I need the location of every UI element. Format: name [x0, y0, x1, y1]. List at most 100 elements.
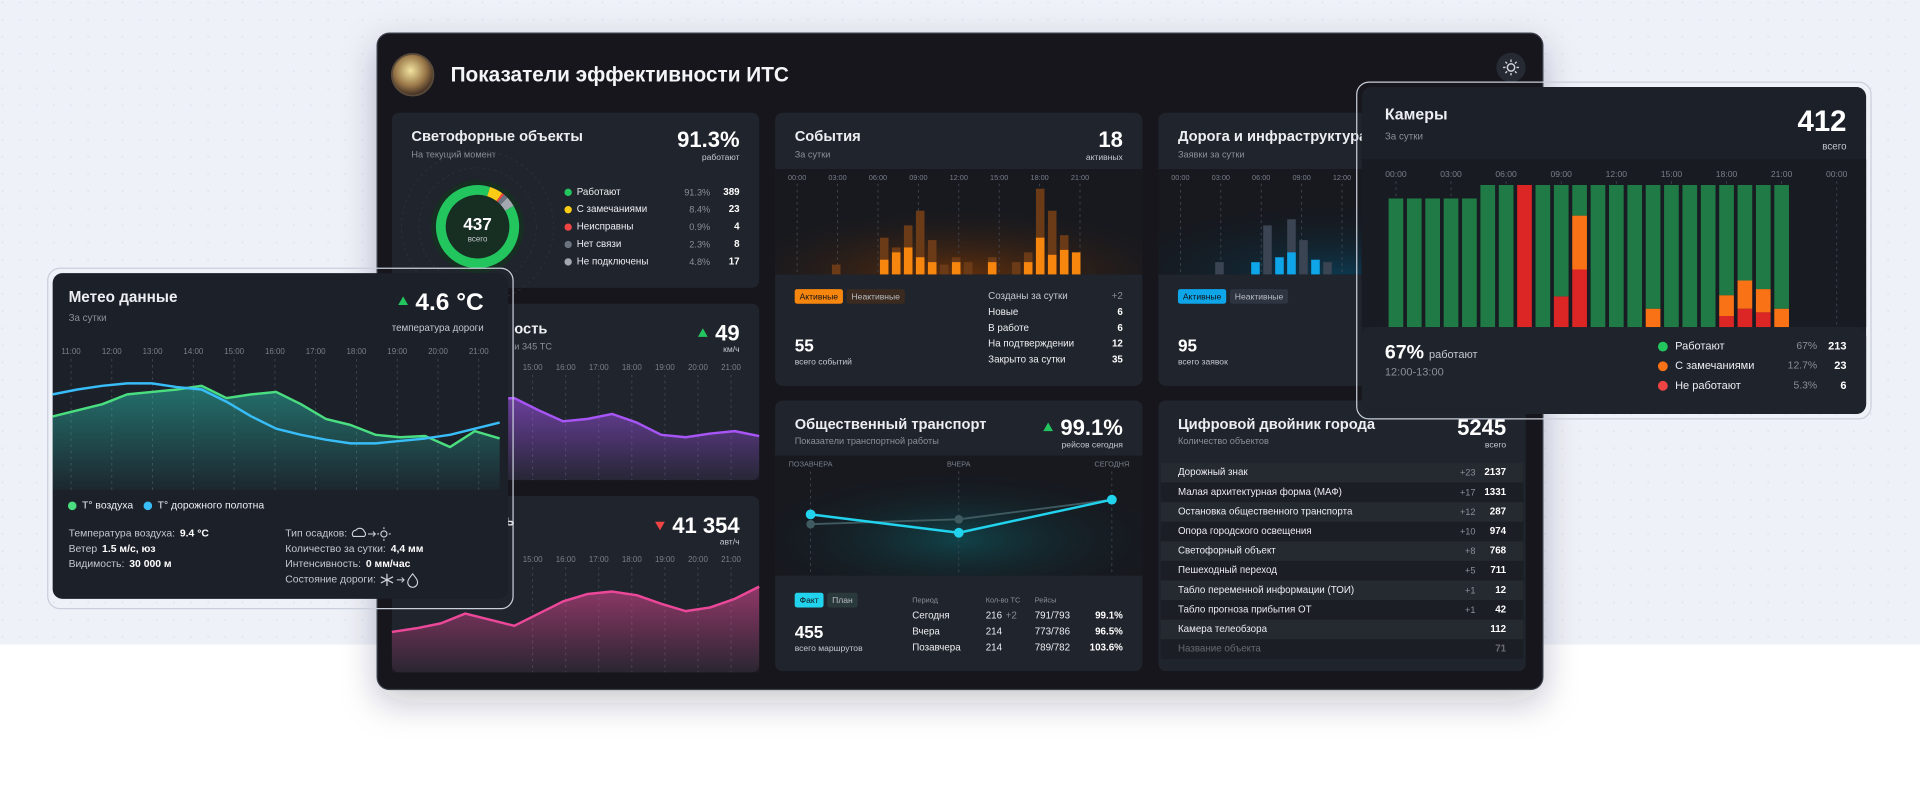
bar: [1059, 249, 1069, 275]
row-name: Название объекта: [1178, 644, 1261, 655]
x-tick-label: ПОЗАВЧЕРА: [789, 460, 833, 469]
bar: [915, 257, 925, 275]
cloud-icon: [351, 527, 367, 537]
bar-segment: [1572, 269, 1587, 328]
legend-name: T° дорожного полотна: [158, 500, 265, 511]
bar: [1311, 259, 1320, 275]
stat-value: 35: [1112, 355, 1123, 366]
legend-dot: [564, 223, 572, 231]
drop-icon: [407, 572, 419, 588]
kpi-caption: всего: [1485, 440, 1506, 450]
panel-title: Дорога и инфраструктура: [1178, 129, 1368, 145]
donut-total: 437: [463, 214, 492, 234]
kpi-caption: рейсов сегодня: [1062, 440, 1124, 450]
legend-percent: 0.9%: [689, 222, 710, 232]
row-count: 12: [1495, 585, 1506, 596]
stat-label: На подтверждении: [988, 339, 1074, 350]
x-tick-label: 21:00: [469, 347, 489, 356]
x-tick-label: 15:00: [990, 173, 1008, 182]
x-tick-label: 12:00: [1333, 173, 1351, 182]
legend-percent: 91.3%: [684, 187, 710, 197]
legend-dot: [143, 501, 153, 511]
detail-label: Температура воздуха:: [69, 528, 175, 539]
bar: [1035, 237, 1045, 275]
legend-percent: 2.3%: [689, 240, 710, 250]
bar: [879, 259, 889, 275]
x-tick-label: 18:00: [622, 555, 642, 564]
point: [806, 519, 815, 529]
point: [1106, 494, 1117, 505]
bar: [891, 252, 901, 275]
x-tick-label: 18:00: [1030, 173, 1048, 182]
bar-segment: [1498, 185, 1514, 328]
overlay-frame: [1356, 81, 1872, 420]
theme-toggle[interactable]: [1496, 52, 1526, 83]
bar-segment: [1774, 308, 1789, 328]
row-delta: +17: [1460, 487, 1476, 497]
bar-segment: [1755, 312, 1771, 328]
row-count: 974: [1490, 526, 1507, 537]
bar: [1287, 219, 1296, 275]
bar-segment: [1719, 185, 1734, 296]
row-bg: [1160, 619, 1524, 640]
x-tick-label: 12:00: [950, 173, 968, 182]
legend-tag: Активные: [800, 291, 839, 301]
bar-segment: [1572, 185, 1587, 216]
kpi-caption: работают: [702, 152, 740, 162]
x-tick-label: 15:00: [1661, 169, 1683, 179]
bar-segment: [1719, 316, 1734, 328]
table-header: Кол-во ТС: [986, 596, 1021, 605]
legend-tag-bg: [794, 592, 824, 608]
bar: [903, 247, 913, 275]
legend-percent: 8.4%: [689, 205, 710, 215]
row-bg: [1160, 541, 1524, 561]
trend-up: [697, 328, 708, 337]
bar-segment: [1535, 185, 1551, 328]
bar-segment: [1664, 185, 1679, 328]
toggle-bg[interactable]: [1496, 52, 1526, 83]
legend-name: Неисправны: [577, 222, 634, 233]
table-cell: 103.6%: [1090, 642, 1123, 653]
legend-name: Нет связи: [577, 239, 622, 250]
row-name: Остановка общественного транспорта: [1178, 506, 1353, 517]
row-count: 1331: [1484, 487, 1506, 498]
share-value: 67%: [1385, 342, 1424, 364]
bar: [1299, 240, 1308, 275]
row-count: 287: [1490, 506, 1507, 517]
x-tick-label: 06:00: [869, 173, 887, 182]
x-tick-label: СЕГОДНЯ: [1094, 460, 1129, 469]
point: [953, 527, 964, 538]
table-cell: 99.1%: [1095, 611, 1123, 622]
stat-label: Созданы за сутки: [988, 291, 1068, 302]
legend-dot: [1657, 341, 1668, 352]
legend-tag-bg: [1177, 289, 1227, 304]
legend-tag-bg: [846, 289, 905, 304]
stat-value: +2: [1112, 291, 1123, 302]
sun-icon[interactable]: [1506, 63, 1516, 72]
row-name: Опора городского освещения: [1178, 526, 1312, 537]
bar: [1047, 254, 1057, 275]
bar: [1011, 262, 1021, 275]
x-tick-label: 09:00: [1292, 173, 1310, 182]
legend-dot: [564, 188, 572, 197]
x-tick-label: 13:00: [143, 347, 163, 356]
x-tick-label: 15:00: [224, 347, 244, 356]
kpi-value: 99.1%: [1060, 415, 1123, 440]
panel-title: Цифровой двойник города: [1178, 417, 1376, 433]
share-caption: работают: [1429, 349, 1478, 361]
snow-icon: [380, 573, 394, 587]
bar-segment: [1719, 295, 1734, 317]
legend-dot: [564, 206, 572, 214]
sun-rays[interactable]: [1503, 59, 1519, 76]
legend-tag: Факт: [800, 595, 819, 605]
bar-segment: [1517, 185, 1532, 328]
total-value: 455: [795, 622, 824, 642]
kpi-unit: км/ч: [723, 344, 739, 354]
x-tick-label: 21:00: [721, 555, 741, 564]
x-tick-label: 09:00: [909, 173, 927, 182]
panel-subtitle: Показатели транспортной работы: [795, 436, 939, 446]
detail-label: Ветер: [69, 544, 98, 555]
kpi-unit: авт/ч: [720, 536, 740, 546]
avatar: [390, 53, 435, 97]
